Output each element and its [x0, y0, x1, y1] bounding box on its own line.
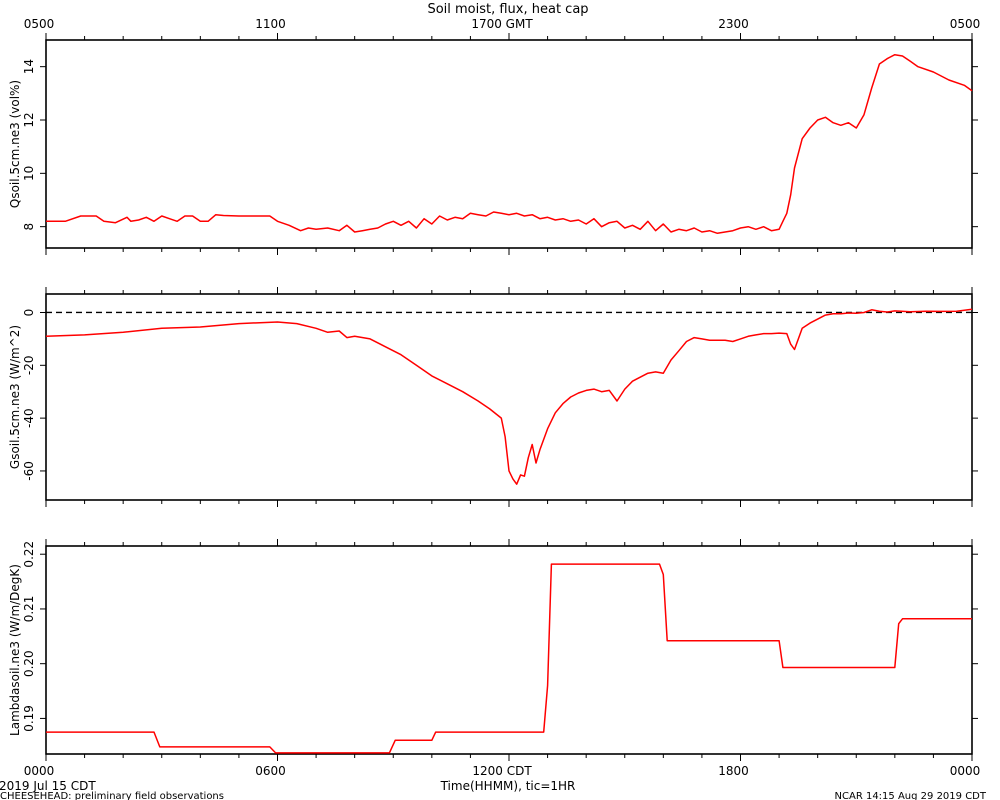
bottom-x-tick-label: 1800	[718, 764, 749, 778]
series-line	[46, 53, 973, 235]
bottom-x-tick-label: 0600	[255, 764, 286, 778]
y-tick-label: -20	[22, 356, 36, 376]
y-axis-label: Gsoil.5cm.ne3 (W/m^2)	[8, 325, 22, 469]
top-x-tick-label: 0500	[950, 17, 981, 31]
series-line	[45, 308, 973, 485]
top-x-tick-label: 1100	[255, 17, 286, 31]
chart-title: Soil moist, flux, heat cap	[427, 2, 588, 17]
top-x-tick-label: 0500	[24, 17, 55, 31]
y-axis-label: Lambdasoil.ne3 (W/m/DegK)	[8, 564, 22, 736]
y-tick-label: -40	[22, 408, 36, 428]
footer-right-text: NCAR 14:15 Aug 29 2019 CDT	[835, 791, 987, 800]
top-x-tick-label: 1700 GMT	[471, 17, 533, 31]
y-tick-label: 0	[22, 309, 36, 317]
y-tick-label: 10	[22, 166, 36, 181]
y-tick-label: 8	[22, 223, 36, 231]
y-tick-label: 12	[22, 112, 36, 127]
y-tick-label: 0.20	[22, 650, 36, 677]
y-tick-label: -60	[22, 461, 36, 481]
date-label: 2019 Jul 15 CDT	[0, 779, 96, 793]
bottom-x-tick-label: 0000	[950, 764, 981, 778]
y-tick-label: 0.22	[22, 541, 36, 568]
top-x-tick-label: 2300	[718, 17, 749, 31]
y-axis-label: Qsoil.5cm.ne3 (vol%)	[8, 80, 22, 208]
y-tick-label: 0.21	[22, 596, 36, 623]
plot-frame	[45, 545, 973, 755]
series-line	[46, 563, 972, 754]
x-axis-label: Time(HHMM), tic=1HR	[440, 779, 576, 793]
bottom-x-tick-label: 0000	[24, 764, 55, 778]
y-tick-label: 0.19	[22, 705, 36, 732]
bottom-x-tick-label: 1200 CDT	[472, 764, 532, 778]
footer-left-text: CHEESEHEAD: preliminary field observatio…	[0, 791, 224, 800]
y-tick-label: 14	[22, 59, 36, 74]
